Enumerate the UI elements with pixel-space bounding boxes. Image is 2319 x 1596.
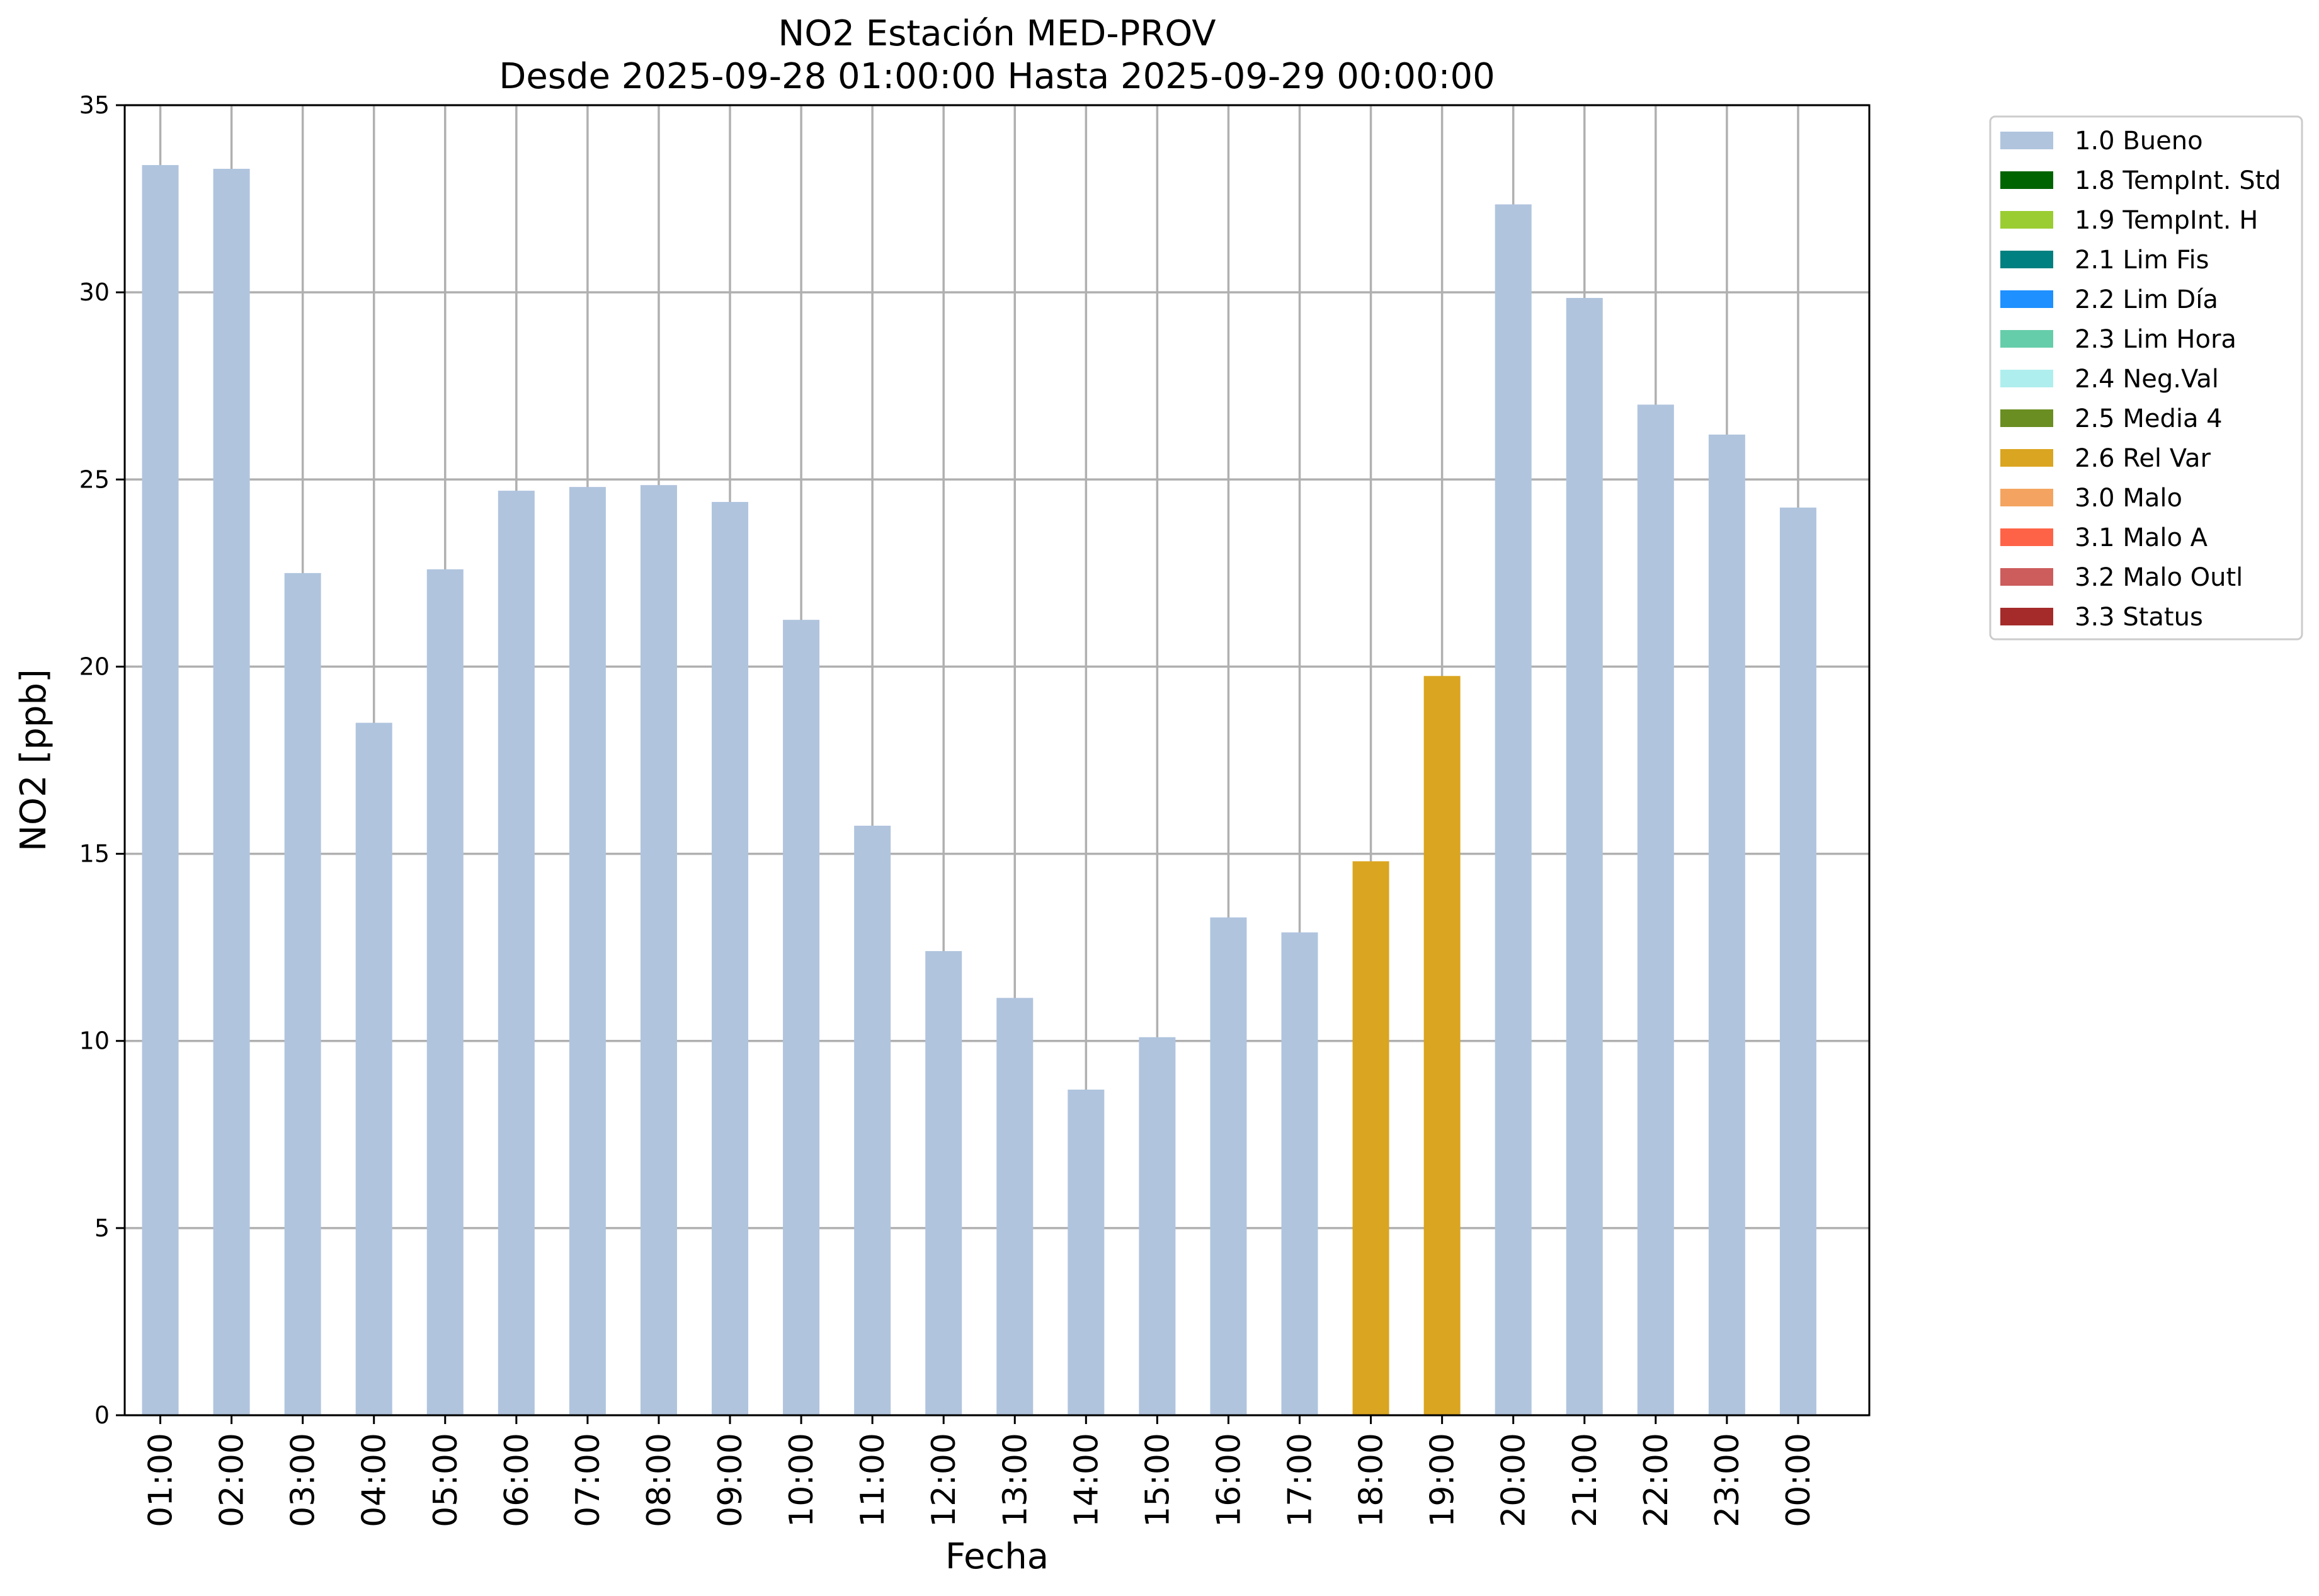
legend-label: 2.1 Lim Fis xyxy=(2075,246,2209,275)
x-tick-label: 15:00 xyxy=(1139,1433,1177,1527)
x-tick-label: 01:00 xyxy=(142,1433,180,1527)
x-tick-label: 05:00 xyxy=(427,1433,465,1527)
legend: 1.0 Bueno 1.8 TempInt. Std 1.9 TempInt. H 2… xyxy=(1989,115,2303,641)
legend-label: 1.8 TempInt. Std xyxy=(2075,166,2281,195)
x-tick-label: 23:00 xyxy=(1709,1433,1746,1527)
y-tick-label: 30 xyxy=(79,278,110,306)
bar-1400 xyxy=(1068,1089,1105,1415)
bar-2000 xyxy=(1495,204,1532,1415)
x-tick-label: 20:00 xyxy=(1495,1433,1533,1527)
legend-swatch xyxy=(2000,171,2053,189)
bars-group xyxy=(142,165,1816,1416)
x-tick-label: 02:00 xyxy=(214,1433,251,1527)
legend-swatch xyxy=(2000,330,2053,348)
x-tick-label: 07:00 xyxy=(569,1433,607,1527)
x-tick-label: 00:00 xyxy=(1780,1433,1818,1527)
bar-1000 xyxy=(783,620,820,1416)
bar-1900 xyxy=(1423,676,1461,1415)
x-tick-label: 21:00 xyxy=(1566,1433,1604,1527)
bar-2300 xyxy=(1708,434,1745,1415)
bar-0700 xyxy=(569,487,606,1416)
y-tick-label: 15 xyxy=(79,840,110,868)
bar-1700 xyxy=(1281,932,1318,1415)
legend-swatch xyxy=(2000,528,2053,546)
legend-label: 2.5 Media 4 xyxy=(2075,404,2223,433)
legend-swatch xyxy=(2000,568,2053,586)
bar-1500 xyxy=(1139,1037,1176,1415)
bar-0400 xyxy=(355,722,392,1415)
x-tick-label: 06:00 xyxy=(498,1433,536,1527)
bar-0500 xyxy=(426,569,464,1415)
legend-label: 1.0 Bueno xyxy=(2075,127,2203,156)
legend-swatch xyxy=(2000,409,2053,427)
x-axis-label: Fecha xyxy=(945,1536,1049,1577)
x-tick-label: 09:00 xyxy=(712,1433,749,1527)
bar-0100 xyxy=(142,165,179,1416)
x-tick-label: 08:00 xyxy=(641,1433,678,1527)
legend-label: 2.3 Lim Hora xyxy=(2075,325,2236,354)
bar-0000 xyxy=(1779,507,1816,1415)
x-tick-label: 12:00 xyxy=(925,1433,963,1527)
bar-2100 xyxy=(1566,298,1603,1415)
legend-label: 2.4 Neg.Val xyxy=(2075,365,2219,394)
y-axis-ticks: 0 5 10 15 20 25 30 35 xyxy=(79,91,125,1429)
bar-1800 xyxy=(1352,861,1389,1415)
bar-0200 xyxy=(213,169,250,1415)
x-tick-label: 14:00 xyxy=(1068,1433,1105,1527)
legend-label: 3.0 Malo xyxy=(2075,484,2182,513)
x-tick-label: 03:00 xyxy=(285,1433,322,1527)
chart-subtitle: Desde 2025-09-28 01:00:00 Hasta 2025-09-… xyxy=(499,56,1495,97)
plot-frame xyxy=(123,104,1871,1416)
legend-swatch xyxy=(2000,251,2053,268)
y-tick-label: 5 xyxy=(94,1214,110,1242)
y-tick-label: 25 xyxy=(79,465,110,493)
legend-label: 3.1 Malo A xyxy=(2075,523,2208,552)
y-axis-label: NO2 [ppb] xyxy=(13,669,54,852)
y-tick-label: 10 xyxy=(79,1027,110,1055)
legend-swatch xyxy=(2000,608,2053,625)
y-tick-label: 20 xyxy=(79,653,110,680)
legend-label: 2.6 Rel Var xyxy=(2075,444,2211,473)
y-tick-label: 0 xyxy=(94,1401,110,1429)
bar-0900 xyxy=(712,501,749,1415)
bar-0600 xyxy=(498,491,535,1415)
legend-label: 2.2 Lim Día xyxy=(2075,285,2218,314)
legend-swatch xyxy=(2000,449,2053,467)
legend-swatch xyxy=(2000,211,2053,229)
x-tick-label: 18:00 xyxy=(1353,1433,1391,1527)
bar-1600 xyxy=(1210,917,1247,1415)
legend-label: 1.9 TempInt. H xyxy=(2075,206,2258,235)
chart-title: NO2 Estación MED-PROV xyxy=(778,13,1216,54)
x-axis-ticks: 01:00 02:00 03:00 04:00 05:00 06:00 07:00 08:00… xyxy=(142,1415,1818,1527)
legend-swatch xyxy=(2000,489,2053,506)
bar-2200 xyxy=(1637,404,1674,1415)
x-tick-label: 16:00 xyxy=(1210,1433,1248,1527)
legend-swatch xyxy=(2000,290,2053,308)
bar-1300 xyxy=(996,998,1034,1415)
y-tick-label: 35 xyxy=(79,91,110,119)
bar-0300 xyxy=(284,573,321,1415)
x-tick-label: 19:00 xyxy=(1424,1433,1462,1527)
bar-1200 xyxy=(925,951,962,1415)
bar-0800 xyxy=(640,485,677,1416)
legend-items: 1.0 Bueno 1.8 TempInt. Std 1.9 TempInt. H 2… xyxy=(2000,127,2281,632)
legend-label: 3.3 Status xyxy=(2075,603,2203,632)
legend-swatch xyxy=(2000,370,2053,387)
x-tick-label: 10:00 xyxy=(783,1433,821,1527)
bar-1100 xyxy=(854,826,891,1415)
legend-swatch xyxy=(2000,132,2053,149)
x-tick-label: 04:00 xyxy=(356,1433,394,1527)
legend-frame xyxy=(1989,115,2303,641)
x-tick-label: 17:00 xyxy=(1282,1433,1319,1527)
x-tick-label: 11:00 xyxy=(854,1433,892,1527)
x-tick-label: 13:00 xyxy=(996,1433,1034,1527)
x-tick-label: 22:00 xyxy=(1638,1433,1675,1527)
legend-label: 3.2 Malo Outl xyxy=(2075,563,2243,592)
